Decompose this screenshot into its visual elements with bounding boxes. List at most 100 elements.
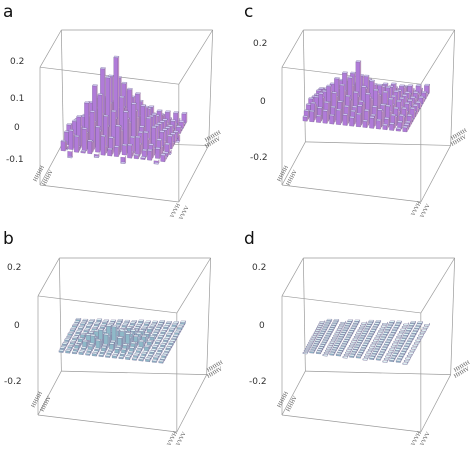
bar-face-top bbox=[409, 333, 416, 336]
bar bbox=[147, 148, 153, 161]
bar bbox=[120, 155, 126, 164]
bar-face-top bbox=[372, 339, 379, 342]
bar-face-right bbox=[333, 114, 335, 125]
bar-face-top bbox=[173, 111, 179, 114]
bar-face-right bbox=[362, 100, 364, 123]
bar-face-top bbox=[119, 329, 126, 332]
bar bbox=[81, 127, 88, 152]
bar-face-top bbox=[307, 343, 313, 346]
bar bbox=[73, 135, 80, 153]
bar-face-top bbox=[330, 105, 336, 108]
bar-face-top bbox=[342, 356, 349, 359]
bar-face-top bbox=[122, 343, 128, 346]
bar-face-top bbox=[101, 346, 107, 349]
bar-face-top bbox=[360, 333, 367, 336]
bar-face-top bbox=[325, 320, 331, 323]
bar-face-top bbox=[170, 326, 177, 329]
bar-face-top bbox=[121, 347, 127, 351]
bar-face-top bbox=[363, 329, 369, 332]
bar-face-top bbox=[67, 156, 73, 159]
box-edge bbox=[450, 257, 456, 375]
bar-face-top bbox=[155, 147, 161, 150]
bar-face-top bbox=[159, 357, 166, 360]
bar-face-top bbox=[136, 322, 143, 325]
bar-face-top bbox=[100, 67, 106, 70]
bar-face-top bbox=[361, 345, 367, 348]
bar-face-top bbox=[134, 326, 141, 329]
bar-face-right bbox=[308, 109, 310, 120]
panel-letter-d: d bbox=[244, 229, 255, 249]
bar-face-top bbox=[121, 143, 128, 147]
bar bbox=[403, 322, 409, 326]
bar-face-top bbox=[101, 323, 107, 326]
bar-face-right bbox=[382, 110, 385, 125]
bar-face-top bbox=[105, 76, 112, 79]
bar-face-top bbox=[323, 338, 329, 341]
bar bbox=[316, 350, 322, 355]
bar-face-top bbox=[60, 139, 67, 142]
bar-face-top bbox=[129, 321, 136, 324]
bar-face-top bbox=[390, 355, 397, 359]
bar-face-top bbox=[64, 338, 70, 341]
bar-face-top bbox=[385, 355, 391, 358]
bar-face-top bbox=[75, 330, 82, 333]
bar-face-top bbox=[118, 355, 125, 358]
bar-face-right bbox=[102, 328, 104, 346]
bar-face-top bbox=[139, 355, 146, 358]
bar-face-top bbox=[167, 124, 174, 127]
bar-face-top bbox=[109, 321, 115, 324]
bar-face-top bbox=[153, 355, 159, 359]
bar-face-left bbox=[135, 137, 140, 157]
bar-face-top bbox=[382, 360, 389, 363]
bar-face-top bbox=[330, 339, 337, 342]
bar-face-top bbox=[375, 320, 382, 323]
bar-face-top bbox=[404, 91, 411, 94]
bar-face-top bbox=[366, 322, 373, 325]
bar-face-top bbox=[119, 352, 126, 355]
bar-face-top bbox=[156, 325, 163, 328]
bar bbox=[135, 135, 141, 157]
bar bbox=[309, 349, 315, 354]
bar-face-left bbox=[335, 110, 341, 126]
bar-face-top bbox=[163, 151, 169, 154]
bar-face-top bbox=[128, 324, 135, 327]
box-edge bbox=[178, 29, 213, 85]
bar-face-top bbox=[318, 92, 324, 95]
bar-face-top bbox=[140, 104, 146, 107]
bar-face-top bbox=[361, 85, 367, 88]
bar-face-top bbox=[324, 335, 330, 338]
bar-face-top bbox=[82, 318, 89, 321]
bar-face-top bbox=[98, 328, 104, 331]
bar-face-top bbox=[378, 352, 385, 355]
bar bbox=[375, 118, 382, 130]
bar-face-top bbox=[362, 343, 368, 346]
bar-face-top bbox=[413, 342, 420, 345]
bar bbox=[133, 153, 140, 160]
bar-face-top bbox=[387, 322, 394, 325]
box-edge bbox=[281, 184, 421, 203]
bar-face-top bbox=[350, 71, 356, 74]
bar-face-top bbox=[351, 105, 358, 108]
bar-face-top bbox=[85, 333, 92, 336]
bar-face-top bbox=[382, 323, 388, 326]
bar-face-top bbox=[395, 127, 402, 130]
bar-face-top bbox=[123, 110, 129, 113]
bar-face-top bbox=[345, 335, 352, 338]
bar-face-top bbox=[391, 353, 398, 356]
bar-face-top bbox=[379, 327, 386, 330]
bar-face-top bbox=[392, 327, 398, 330]
bar-face-top bbox=[347, 347, 354, 350]
bar-face-top bbox=[80, 149, 87, 152]
bar-face-top bbox=[332, 337, 338, 340]
bar-face-top bbox=[143, 332, 150, 335]
bar-face-top bbox=[405, 341, 412, 344]
bar-face-top bbox=[163, 338, 169, 341]
bar-face-top bbox=[114, 347, 120, 350]
bar-face-right bbox=[142, 131, 144, 152]
bar bbox=[361, 321, 368, 325]
bar-face-top bbox=[411, 347, 417, 350]
bar-face-top bbox=[308, 97, 314, 100]
bar-face-top bbox=[139, 125, 145, 128]
bar-face-top bbox=[336, 339, 342, 342]
bar-face-top bbox=[93, 155, 100, 158]
